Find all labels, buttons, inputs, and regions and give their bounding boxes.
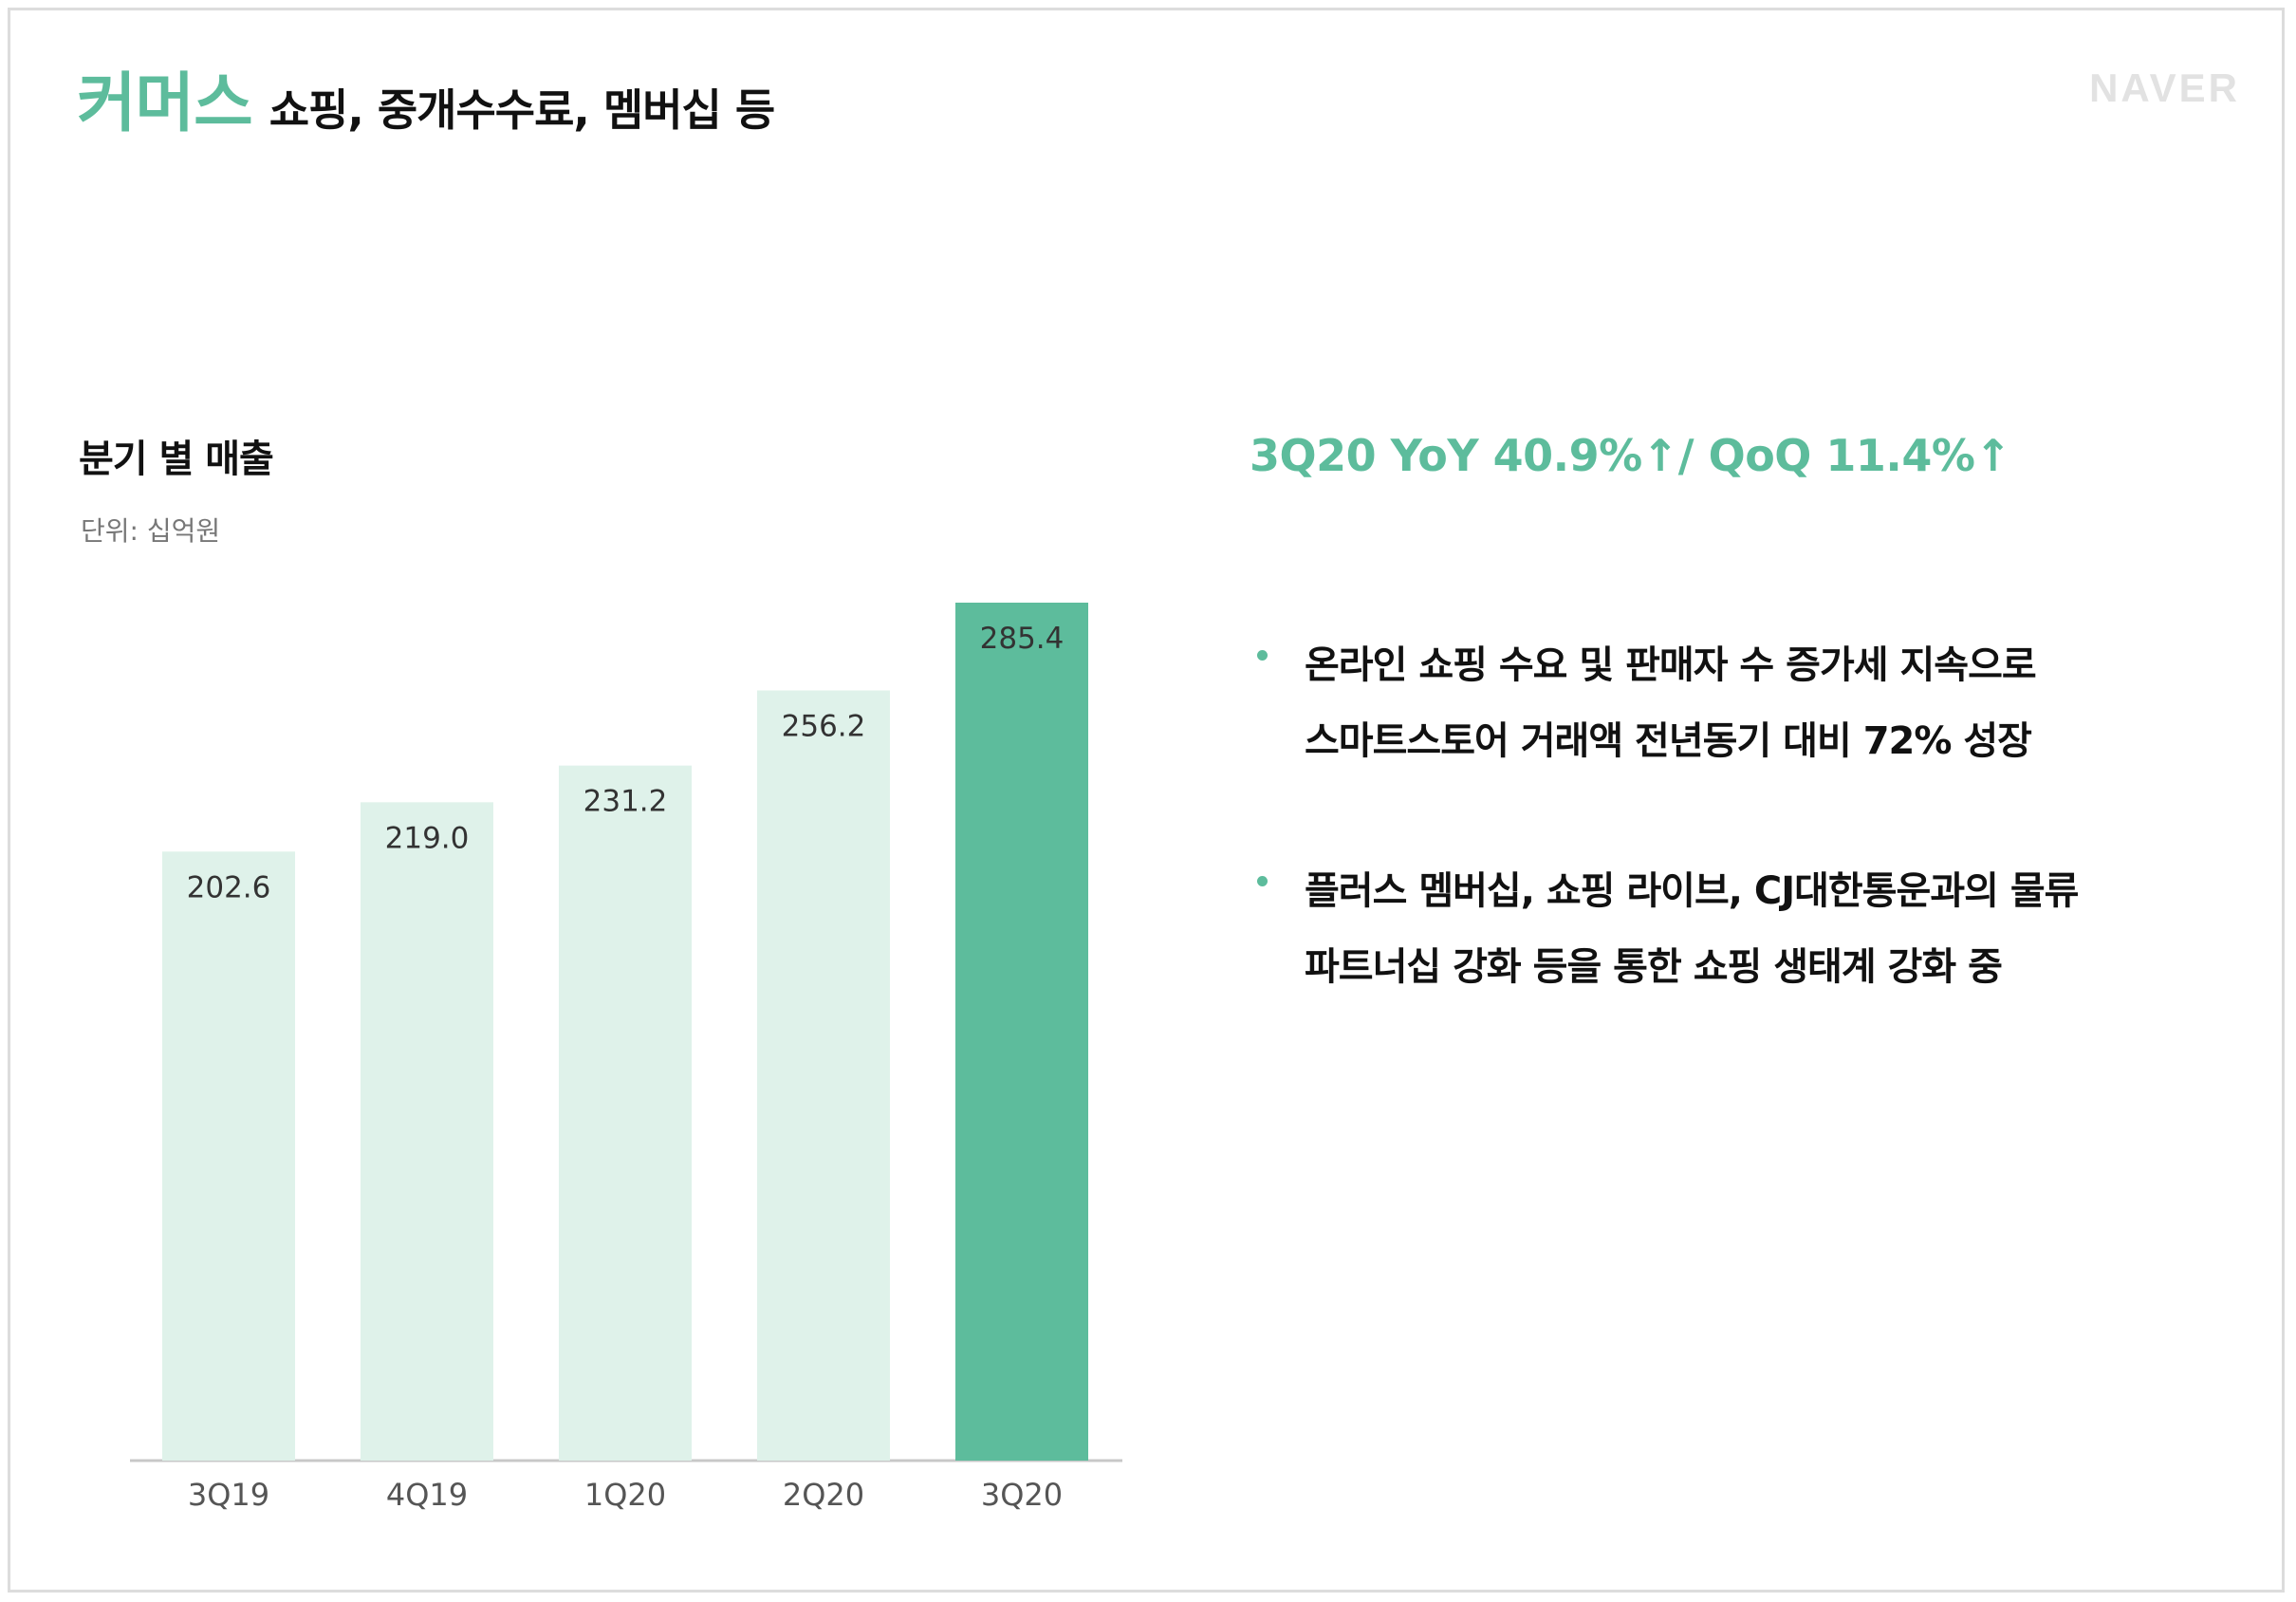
chart-title: 분기 별 매출 (79, 438, 274, 481)
growth-highlight: 3Q20 YoY 40.9%↑/ QoQ 11.4%↑ (1250, 430, 2011, 481)
x-tick-1Q20: 1Q20 (584, 1477, 666, 1513)
bullet-text: 스마트스토어 거래액 전년동기 대비 72% 성장 (1305, 719, 2032, 763)
naver-logo: NAVER (2089, 65, 2240, 110)
x-tick-3Q19: 3Q19 (188, 1477, 269, 1513)
page-title: 커머스 쇼핑, 중개수수료, 멤버십 등 (77, 50, 776, 144)
title-accent: 커머스 (77, 66, 253, 141)
bar-3Q19 (162, 851, 295, 1461)
data-label-2Q20: 256.2 (782, 709, 866, 743)
bar-4Q19 (361, 802, 493, 1461)
bullet-dot-icon (1257, 876, 1268, 886)
bar-3Q20 (955, 603, 1088, 1461)
data-label-3Q20: 285.4 (980, 622, 1065, 656)
data-label-1Q20: 231.2 (583, 785, 668, 819)
bullet-text: 온라인 쇼핑 수요 및 판매자 수 증가세 지속으로 (1305, 643, 2037, 687)
chart-unit: 단위: 십억원 (81, 515, 221, 547)
revenue-bar-chart: 202.6 3Q19 219.0 4Q19 231.2 1Q20 256.2 2Q20 285.… (130, 603, 1122, 1513)
bullet-text: 플러스 멤버십, 쇼핑 라이브, CJ대한통운과의 물류 (1305, 869, 2079, 913)
bullet-text: 파트너십 강화 등을 통한 쇼핑 생태계 강화 중 (1305, 945, 2003, 989)
data-label-3Q19: 202.6 (187, 870, 271, 904)
bullet-item: 플러스 멤버십, 쇼핑 라이브, CJ대한통운과의 물류 파트너십 강화 등을 … (1250, 853, 2246, 1005)
x-tick-3Q20: 3Q20 (981, 1477, 1063, 1513)
slide: 커머스 쇼핑, 중개수수료, 멤버십 등 NAVER 분기 별 매출 단위: 십… (8, 8, 2285, 1593)
bullet-dot-icon (1257, 650, 1268, 661)
data-label-4Q19: 219.0 (385, 821, 470, 855)
bar-2Q20 (757, 690, 890, 1461)
x-tick-4Q19: 4Q19 (386, 1477, 468, 1513)
bullet-item: 온라인 쇼핑 수요 및 판매자 수 증가세 지속으로 스마트스토어 거래액 전년… (1250, 627, 2246, 779)
x-tick-2Q20: 2Q20 (783, 1477, 864, 1513)
bullet-list: 온라인 쇼핑 수요 및 판매자 수 증가세 지속으로 스마트스토어 거래액 전년… (1250, 627, 2246, 1079)
bar-1Q20 (559, 765, 692, 1461)
title-subtitle: 쇼핑, 중개수수료, 멤버십 등 (268, 84, 776, 136)
